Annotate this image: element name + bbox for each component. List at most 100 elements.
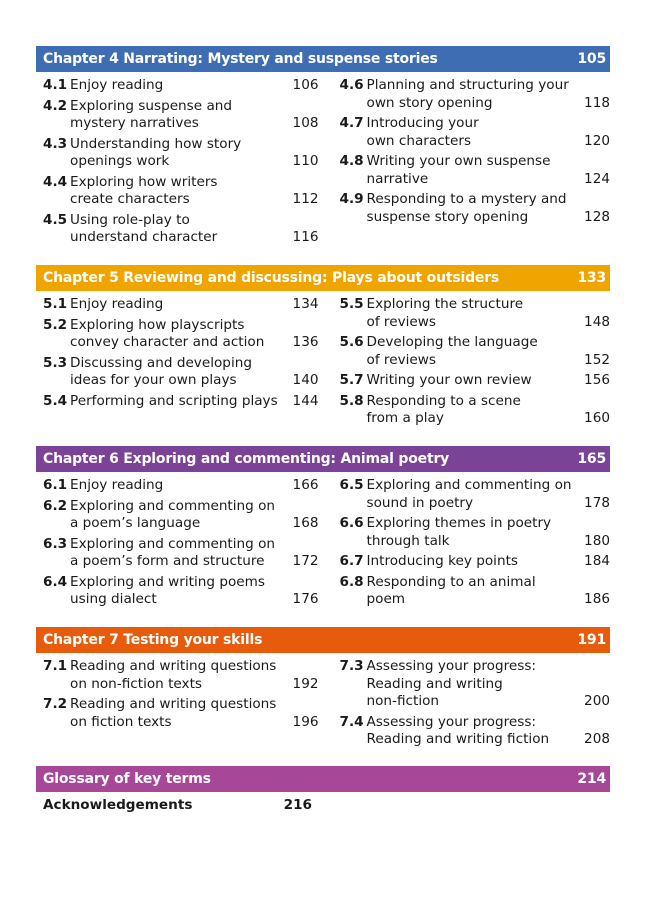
chapter-header: Chapter 4 Narrating: Mystery and suspens… <box>36 46 610 72</box>
entry-page: 186 <box>584 591 610 607</box>
entry-title-line: Enjoy reading <box>70 77 164 93</box>
chapter-section: Chapter 7 Testing your skills 191 7.1 Re… <box>36 627 610 752</box>
entry-page: 136 <box>292 334 319 350</box>
entry-page: 196 <box>292 713 319 730</box>
toc-entry: 7.3 Assessing your progress: Reading and … <box>340 658 611 711</box>
entry-title-line: a poem’s language <box>70 515 201 531</box>
toc-entry: 4.1 Enjoy reading 106 <box>43 77 319 95</box>
entry-title-line: Assessing your progress: <box>366 658 536 674</box>
entry-title-line: Exploring how playscripts <box>70 316 245 333</box>
entry-title-line: of reviews <box>366 351 436 368</box>
entry-page: 166 <box>292 477 319 493</box>
toc-entry: 5.6 Developing the language of reviews 15… <box>340 334 611 369</box>
entry-title: Using role-play to understand character <box>70 212 283 247</box>
entry-number: 4.8 <box>339 153 364 169</box>
entry-page: 128 <box>584 208 610 225</box>
toc-entry: 5.5 Exploring the structure of reviews 14… <box>340 296 611 331</box>
entry-title-line: Understanding how story <box>70 135 242 152</box>
entry-number: 6.1 <box>43 477 68 493</box>
column-left: 6.1 Enjoy reading 166 6.2 Exploring and … <box>36 477 319 612</box>
entry-number: 4.5 <box>43 211 68 228</box>
entry-number: 7.2 <box>43 696 68 712</box>
chapter-page: 105 <box>577 51 606 67</box>
entry-title-line: non-fiction <box>366 693 440 709</box>
entry-number: 6.3 <box>43 535 68 552</box>
toc-entry: 4.2 Exploring suspense and mystery narrat… <box>43 98 319 133</box>
toc-entry: 5.2 Exploring how playscripts convey char… <box>43 317 319 352</box>
entry-page: 116 <box>292 229 319 245</box>
entry-title: Understanding how story openings work <box>70 136 283 171</box>
chapter-page: 165 <box>577 451 606 467</box>
entry-title: Reading and writing questions on non-fict… <box>70 658 283 693</box>
chapter-title: Chapter 4 Narrating: Mystery and suspens… <box>43 51 438 67</box>
entry-title: Enjoy reading <box>70 296 283 314</box>
entry-number: 6.4 <box>43 573 68 590</box>
entry-title-line: openings work <box>70 153 170 169</box>
entry-title: Exploring suspense and mystery narratives <box>70 98 283 133</box>
entry-number: 4.4 <box>43 173 68 190</box>
entry-title-line: Using role-play to <box>70 211 190 228</box>
chapter-header: Chapter 5 Reviewing and discussing: Play… <box>36 265 610 291</box>
entry-title: Introducing key points <box>367 553 575 571</box>
entry-title-line: a poem’s form and structure <box>70 553 265 569</box>
entry-title-line: Responding to a mystery and <box>366 191 567 207</box>
entry-title: Assessing your progress: Reading and writ… <box>367 714 575 749</box>
entry-title-line: own story opening <box>366 94 493 111</box>
entry-page: 144 <box>292 392 319 409</box>
entry-title-line: Exploring and commenting on <box>70 497 276 514</box>
entry-page: 134 <box>292 296 319 312</box>
toc-entry: 4.8 Writing your own suspense narrative 1… <box>340 153 611 188</box>
entry-number: 4.3 <box>43 135 68 152</box>
entry-page: 208 <box>584 731 610 747</box>
entry-title: Introducing your own characters <box>367 115 575 150</box>
acknowledgements-label: Acknowledgements <box>43 797 193 813</box>
entry-title: Discussing and developing ideas for your … <box>70 355 283 390</box>
entry-title-line: narrative <box>366 170 429 187</box>
entry-number: 4.7 <box>339 115 364 131</box>
entry-title-line: on fiction texts <box>70 713 172 730</box>
column-right: 5.5 Exploring the structure of reviews 14… <box>340 296 611 431</box>
entry-title-line: mystery narratives <box>70 115 199 131</box>
entry-title: Developing the language of reviews <box>367 334 575 369</box>
toc-entry: 7.1 Reading and writing questions on non-… <box>43 658 319 693</box>
entry-title-line: Developing the language <box>366 334 538 350</box>
entry-title-line: own characters <box>366 132 472 149</box>
entry-number: 5.8 <box>339 392 364 409</box>
entry-number: 5.1 <box>43 296 68 312</box>
acknowledgements-page: 216 <box>283 797 312 813</box>
toc-entry: 6.2 Exploring and commenting on a poem’s … <box>43 498 319 533</box>
entry-number: 6.6 <box>339 515 364 531</box>
entry-page: 180 <box>584 532 610 549</box>
entry-title: Exploring themes in poetry through talk <box>367 515 575 550</box>
entry-title-line: Reading and writing questions <box>70 658 277 674</box>
entry-page: 160 <box>584 410 610 426</box>
entry-number: 5.7 <box>339 372 364 388</box>
entry-number: 6.2 <box>43 497 68 514</box>
entry-title-line: Introducing key points <box>366 553 519 569</box>
entry-number: 5.4 <box>43 392 68 409</box>
entry-title-line: on non-fiction texts <box>70 675 203 692</box>
toc-entry: 6.6 Exploring themes in poetry through ta… <box>340 515 611 550</box>
entry-page: 192 <box>292 675 319 692</box>
toc-entry: 5.3 Discussing and developing ideas for y… <box>43 355 319 390</box>
entry-page: 110 <box>292 153 319 169</box>
entry-title-line: Assessing your progress: <box>366 713 536 730</box>
chapter-page: 214 <box>577 771 606 787</box>
entry-number: 6.8 <box>339 573 364 590</box>
chapter-title: Chapter 7 Testing your skills <box>43 632 263 648</box>
entry-title-line: Writing your own review <box>366 372 532 388</box>
entry-page: 184 <box>584 553 610 569</box>
entry-number: 7.3 <box>339 658 364 674</box>
entry-number: 5.3 <box>43 354 68 371</box>
entry-title-line: Discussing and developing <box>70 354 252 371</box>
entry-title-line: sound in poetry <box>366 494 474 511</box>
entry-page: 148 <box>584 313 610 330</box>
entry-title-line: Planning and structuring your <box>366 77 569 93</box>
entry-number: 5.5 <box>339 296 364 312</box>
entry-title-line: Performing and scripting plays <box>70 392 278 409</box>
toc-entry: 6.4 Exploring and writing poems using dia… <box>43 574 319 609</box>
entry-page: 124 <box>584 170 610 187</box>
entry-title-line: Responding to an animal poem <box>366 573 536 608</box>
entry-title-line: create characters <box>70 191 190 207</box>
column-right: 7.3 Assessing your progress: Reading and … <box>340 658 611 752</box>
